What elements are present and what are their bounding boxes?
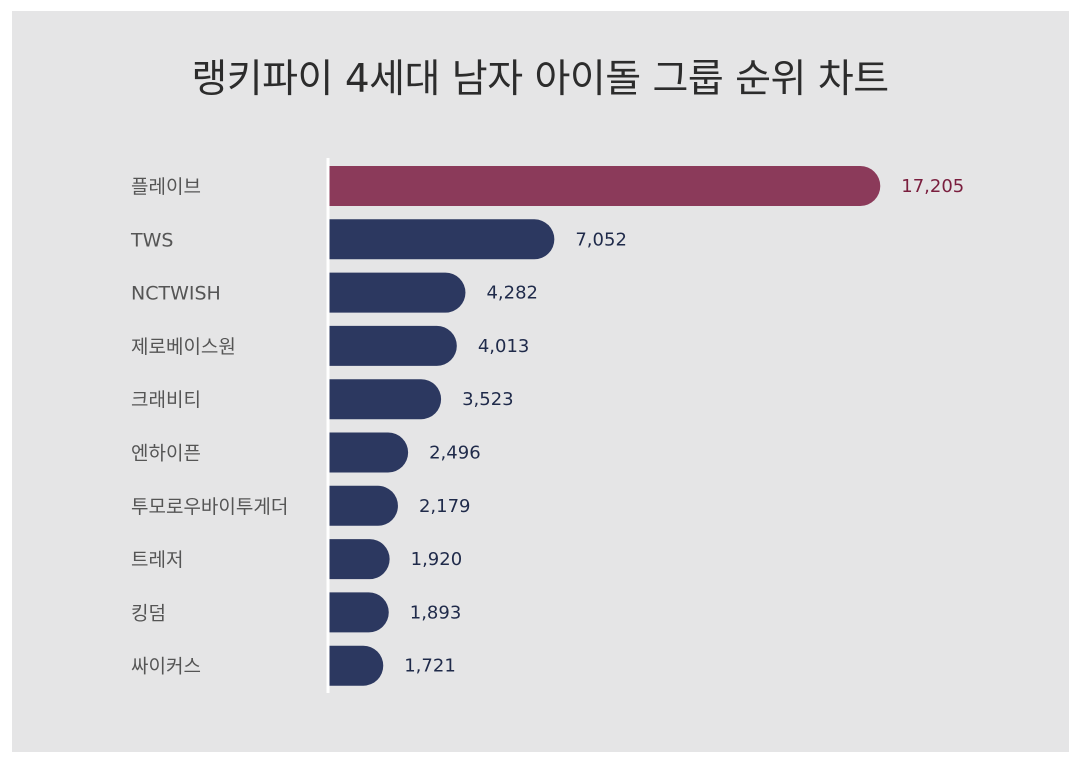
bar-4 — [328, 379, 442, 420]
bar-6 — [328, 485, 398, 526]
value-label: 1,721 — [404, 656, 456, 677]
category-label: 싸이커스 — [131, 656, 201, 678]
value-label: 2,179 — [419, 496, 471, 517]
category-label: 플레이브 — [131, 176, 201, 198]
value-label: 2,496 — [429, 443, 481, 464]
category-label: TWS — [130, 229, 173, 251]
value-label: 1,920 — [411, 549, 463, 570]
bar-8 — [328, 592, 389, 633]
bar-3 — [328, 325, 457, 366]
category-label: 킹덤 — [131, 602, 166, 624]
value-label: 17,205 — [901, 176, 964, 197]
bar-2 — [328, 272, 466, 313]
category-label: 트레저 — [131, 549, 183, 571]
value-label: 4,282 — [486, 283, 538, 304]
bar-1 — [328, 219, 555, 260]
category-label: 제로베이스원 — [131, 336, 236, 358]
value-label: 3,523 — [462, 389, 514, 410]
category-label: 투모로우바이투게더 — [131, 496, 288, 518]
chart-title: 랭키파이 4세대 남자 아이돌 그룹 순위 차트 — [191, 57, 889, 102]
bar-0 — [328, 166, 881, 206]
value-label: 1,893 — [410, 602, 462, 623]
category-label: 크래비티 — [131, 389, 201, 411]
bars-layer: 플레이브 17,205 TWS 7,052 NCTWISH 4,282 제로베이스원 4,01… — [130, 166, 964, 686]
category-label: NCTWISH — [131, 283, 221, 305]
value-label: 7,052 — [575, 229, 627, 250]
chart-panel — [12, 11, 1069, 752]
bar-7 — [328, 539, 390, 580]
value-label: 4,013 — [478, 336, 530, 357]
category-label: 엔하이픈 — [131, 443, 201, 465]
bar-9 — [328, 645, 384, 686]
bar-5 — [328, 432, 409, 473]
